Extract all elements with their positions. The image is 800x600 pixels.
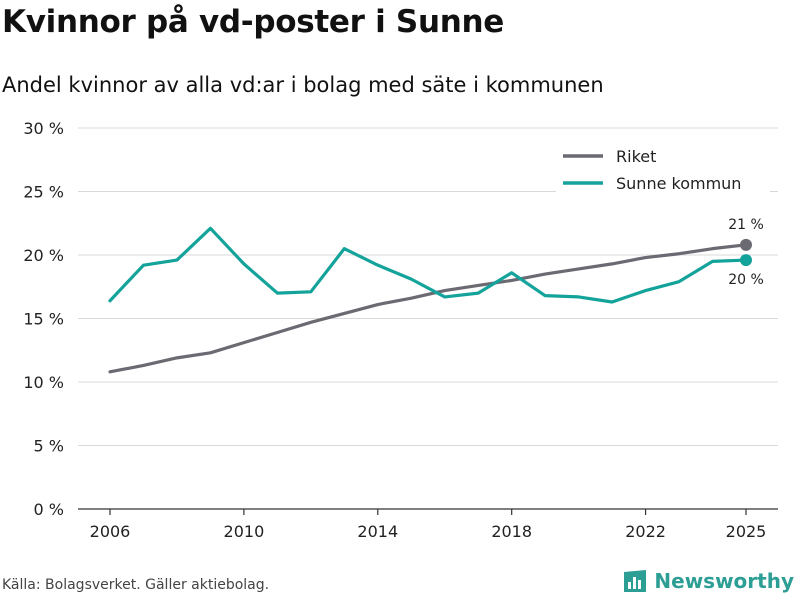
chart-subtitle: Andel kvinnor av alla vd:ar i bolag med …: [2, 73, 604, 97]
newsworthy-logo-icon: [624, 570, 647, 592]
series-line-sunne: [108, 226, 748, 304]
legend: Riket Sunne kommun: [556, 141, 770, 199]
end-label-riket: 21 %: [728, 217, 764, 233]
source-note: Källa: Bolagsverket. Gäller aktiebolag.: [2, 577, 270, 593]
end-label-sunne: 20 %: [728, 272, 764, 288]
y-tick-label: 20 %: [23, 246, 64, 265]
x-tick-label: 2014: [357, 522, 398, 541]
legend-background: [556, 141, 770, 199]
legend-label-riket: Riket: [616, 147, 656, 166]
brand-logo[interactable]: Newsworthy: [622, 568, 794, 594]
y-tick-label: 25 %: [23, 183, 64, 202]
x-tick-label: 2025: [726, 522, 767, 541]
x-tick-label: 2006: [90, 522, 131, 541]
chart-title: Kvinnor på vd-poster i Sunne: [2, 4, 504, 40]
end-marker-sunne: [740, 254, 752, 267]
x-tick-label: 2010: [224, 522, 265, 541]
x-tick-label: 2022: [625, 522, 666, 541]
series-layer: [108, 226, 752, 374]
x-tick-label: 2018: [491, 522, 532, 541]
legend-label-sunne: Sunne kommun: [616, 174, 741, 193]
y-tick-label: 10 %: [23, 373, 64, 392]
axis-layer: 0 % 5 % 10 % 15 % 20 % 25 % 30 % 2006 2010 2014 20…: [23, 119, 778, 541]
series-line-riket: [108, 243, 748, 374]
y-tick-label: 5 %: [34, 437, 64, 456]
y-tick-label: 30 %: [23, 119, 64, 138]
y-tick-label: 15 %: [23, 310, 64, 329]
end-marker-riket: [740, 238, 752, 251]
label-layer: 21 % 20 %: [728, 217, 764, 288]
brand-name: Newsworthy: [654, 569, 794, 593]
y-tick-label: 0 %: [34, 500, 64, 519]
